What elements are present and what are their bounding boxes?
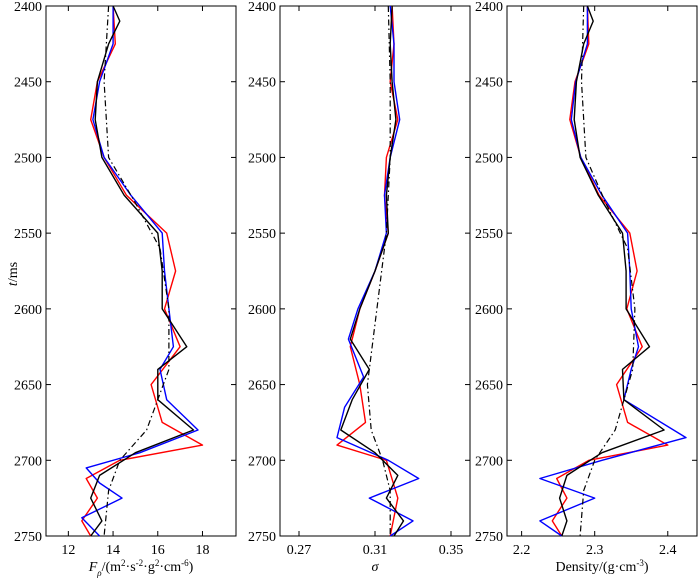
x-tick-label: 12: [61, 543, 75, 558]
series-model-line: [551, 5, 669, 537]
x-label-unit-4: ·cm: [159, 560, 181, 575]
series-model-line: [336, 5, 399, 537]
series-lines: [539, 5, 687, 537]
y-tick-label: 2500: [248, 151, 276, 166]
x-tick-label: 14: [106, 543, 120, 558]
x-label-exp-2: -2: [136, 558, 144, 568]
x-label-exp-4: -6: [181, 558, 189, 568]
y-tick-label: 2650: [14, 379, 42, 394]
x-label-unit-3: ·g: [143, 560, 155, 575]
y-tick-label: 2550: [475, 227, 503, 242]
x-tick-label: 2.3: [586, 543, 604, 558]
y-tick-label: 2500: [14, 151, 42, 166]
x-tick-label: 2.2: [513, 543, 531, 558]
x-axis-label: Fρ/(m2·s-2·g2·cm-6): [88, 558, 194, 578]
x-label-subscript: ρ: [96, 568, 102, 578]
x-tick-label: 0.31: [363, 543, 388, 558]
y-ticks: 2400 2450 2500 2550 2600 2650 2700 2750: [475, 0, 697, 545]
x-ticks: 2.2 2.3 2.4: [513, 6, 677, 558]
x-label-symbol: F: [88, 560, 98, 575]
x-tick-label: 16: [151, 543, 165, 558]
y-tick-label: 2650: [475, 379, 503, 394]
x-label-exp: -3: [636, 558, 644, 568]
y-tick-label: 2600: [475, 303, 503, 318]
series-fused-line: [89, 5, 195, 537]
y-tick-label: 2700: [248, 454, 276, 469]
y-tick-label: 2750: [248, 530, 276, 545]
series-inverted-line: [539, 6, 687, 537]
panel-frame: [506, 5, 698, 537]
x-label-unit-2: ·s: [126, 560, 136, 575]
series-initial-line: [579, 5, 636, 537]
x-label-exp-3: 2: [155, 558, 160, 568]
y-axis-label: t/ms: [6, 262, 21, 286]
y-tick-label: 2600: [14, 303, 42, 318]
series-inverted-line: [336, 5, 420, 537]
x-label-unit-1: /(m: [102, 560, 122, 575]
series-lines: [81, 5, 204, 537]
y-tick-label: 2550: [248, 227, 276, 242]
y-tick-label: 2450: [475, 76, 503, 91]
y-tick-label: 2400: [248, 0, 276, 15]
x-axis-label: Density/(g·cm-3): [555, 558, 648, 575]
series-fused-line: [558, 5, 665, 537]
y-tick-label: 2750: [14, 530, 42, 545]
series-fused-line: [340, 5, 405, 537]
x-label-close: ): [644, 560, 649, 575]
y-tick-label: 2450: [14, 76, 42, 91]
x-axis-label: σ: [372, 560, 380, 575]
series-initial-line: [103, 5, 170, 537]
y-tick-label: 2700: [475, 454, 503, 469]
y-tick-label: 2650: [248, 379, 276, 394]
series-lines: [336, 5, 420, 537]
x-tick-label: 0.35: [439, 543, 464, 558]
series-model-line: [81, 5, 204, 537]
y-tick-label: 2400: [475, 0, 503, 15]
x-ticks: 12 14 16 18: [61, 6, 209, 558]
y-tick-label: 2500: [475, 151, 503, 166]
y-tick-label: 2700: [14, 454, 42, 469]
series-inverted-line: [81, 6, 199, 537]
x-tick-label: 0.27: [287, 543, 312, 558]
y-ticks: 2400 2450 2500 2550 2600 2650 2700 2750: [248, 0, 470, 545]
x-label-exp-1: 2: [121, 558, 126, 568]
y-tick-label: 2600: [248, 303, 276, 318]
x-tick-label: 18: [195, 543, 209, 558]
panel-frame: [45, 5, 237, 537]
x-label-close: ): [189, 560, 194, 575]
x-tick-label: 2.4: [659, 543, 677, 558]
y-ticks: 2400 2450 2500 2550 2600 2650 2700 2750: [14, 0, 236, 545]
series-initial-line: [366, 5, 391, 536]
x-label-main: Density/(g·cm: [555, 560, 636, 575]
y-tick-label: 2400: [14, 0, 42, 15]
x-ticks: 0.27 0.31 0.35: [287, 6, 464, 558]
y-tick-label: 2550: [14, 227, 42, 242]
y-tick-label: 2750: [475, 530, 503, 545]
y-tick-label: 2450: [248, 76, 276, 91]
panel-sigma: 2400 2450 2500 2550 2600 2650 2700 2750 0.27 0.3…: [248, 0, 471, 575]
